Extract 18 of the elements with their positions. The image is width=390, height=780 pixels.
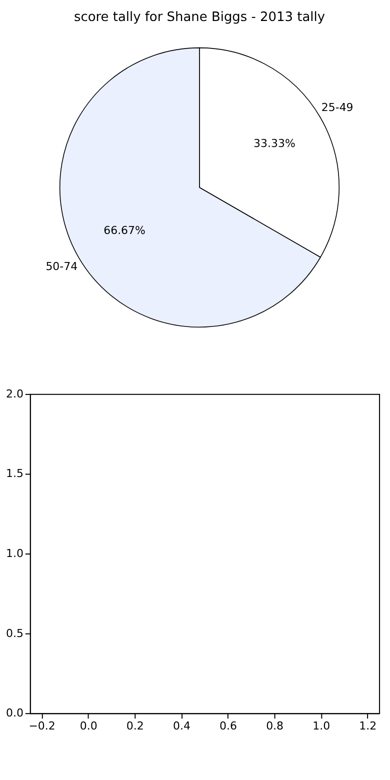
slice-label: 50-74 [46,260,78,274]
data-label: 66.67% [104,224,146,237]
y-tick-label: 2.0 [6,387,24,400]
x-tick-label: 0.6 [220,720,237,733]
y-tick-label: 0.0 [6,706,24,720]
x-tick-label: 1.2 [359,720,377,733]
x-tick-label: −0.2 [28,720,56,733]
y-tick-label: 0.5 [6,626,24,640]
x-tick-label: 0.4 [172,720,190,733]
x-tick-label: 1.0 [312,720,330,733]
slice-label: 25-49 [321,100,354,114]
data-label: 33.33% [254,137,296,150]
x-tick-label: 0.8 [266,720,284,733]
y-tick-label: 1.0 [6,547,24,560]
y-tick-label: 1.5 [6,467,24,480]
x-tick-label: 0.2 [126,720,144,733]
x-tick-label: 0.0 [80,720,98,733]
chart-title: score tally for Shane Biggs - 2013 tally [74,10,326,25]
